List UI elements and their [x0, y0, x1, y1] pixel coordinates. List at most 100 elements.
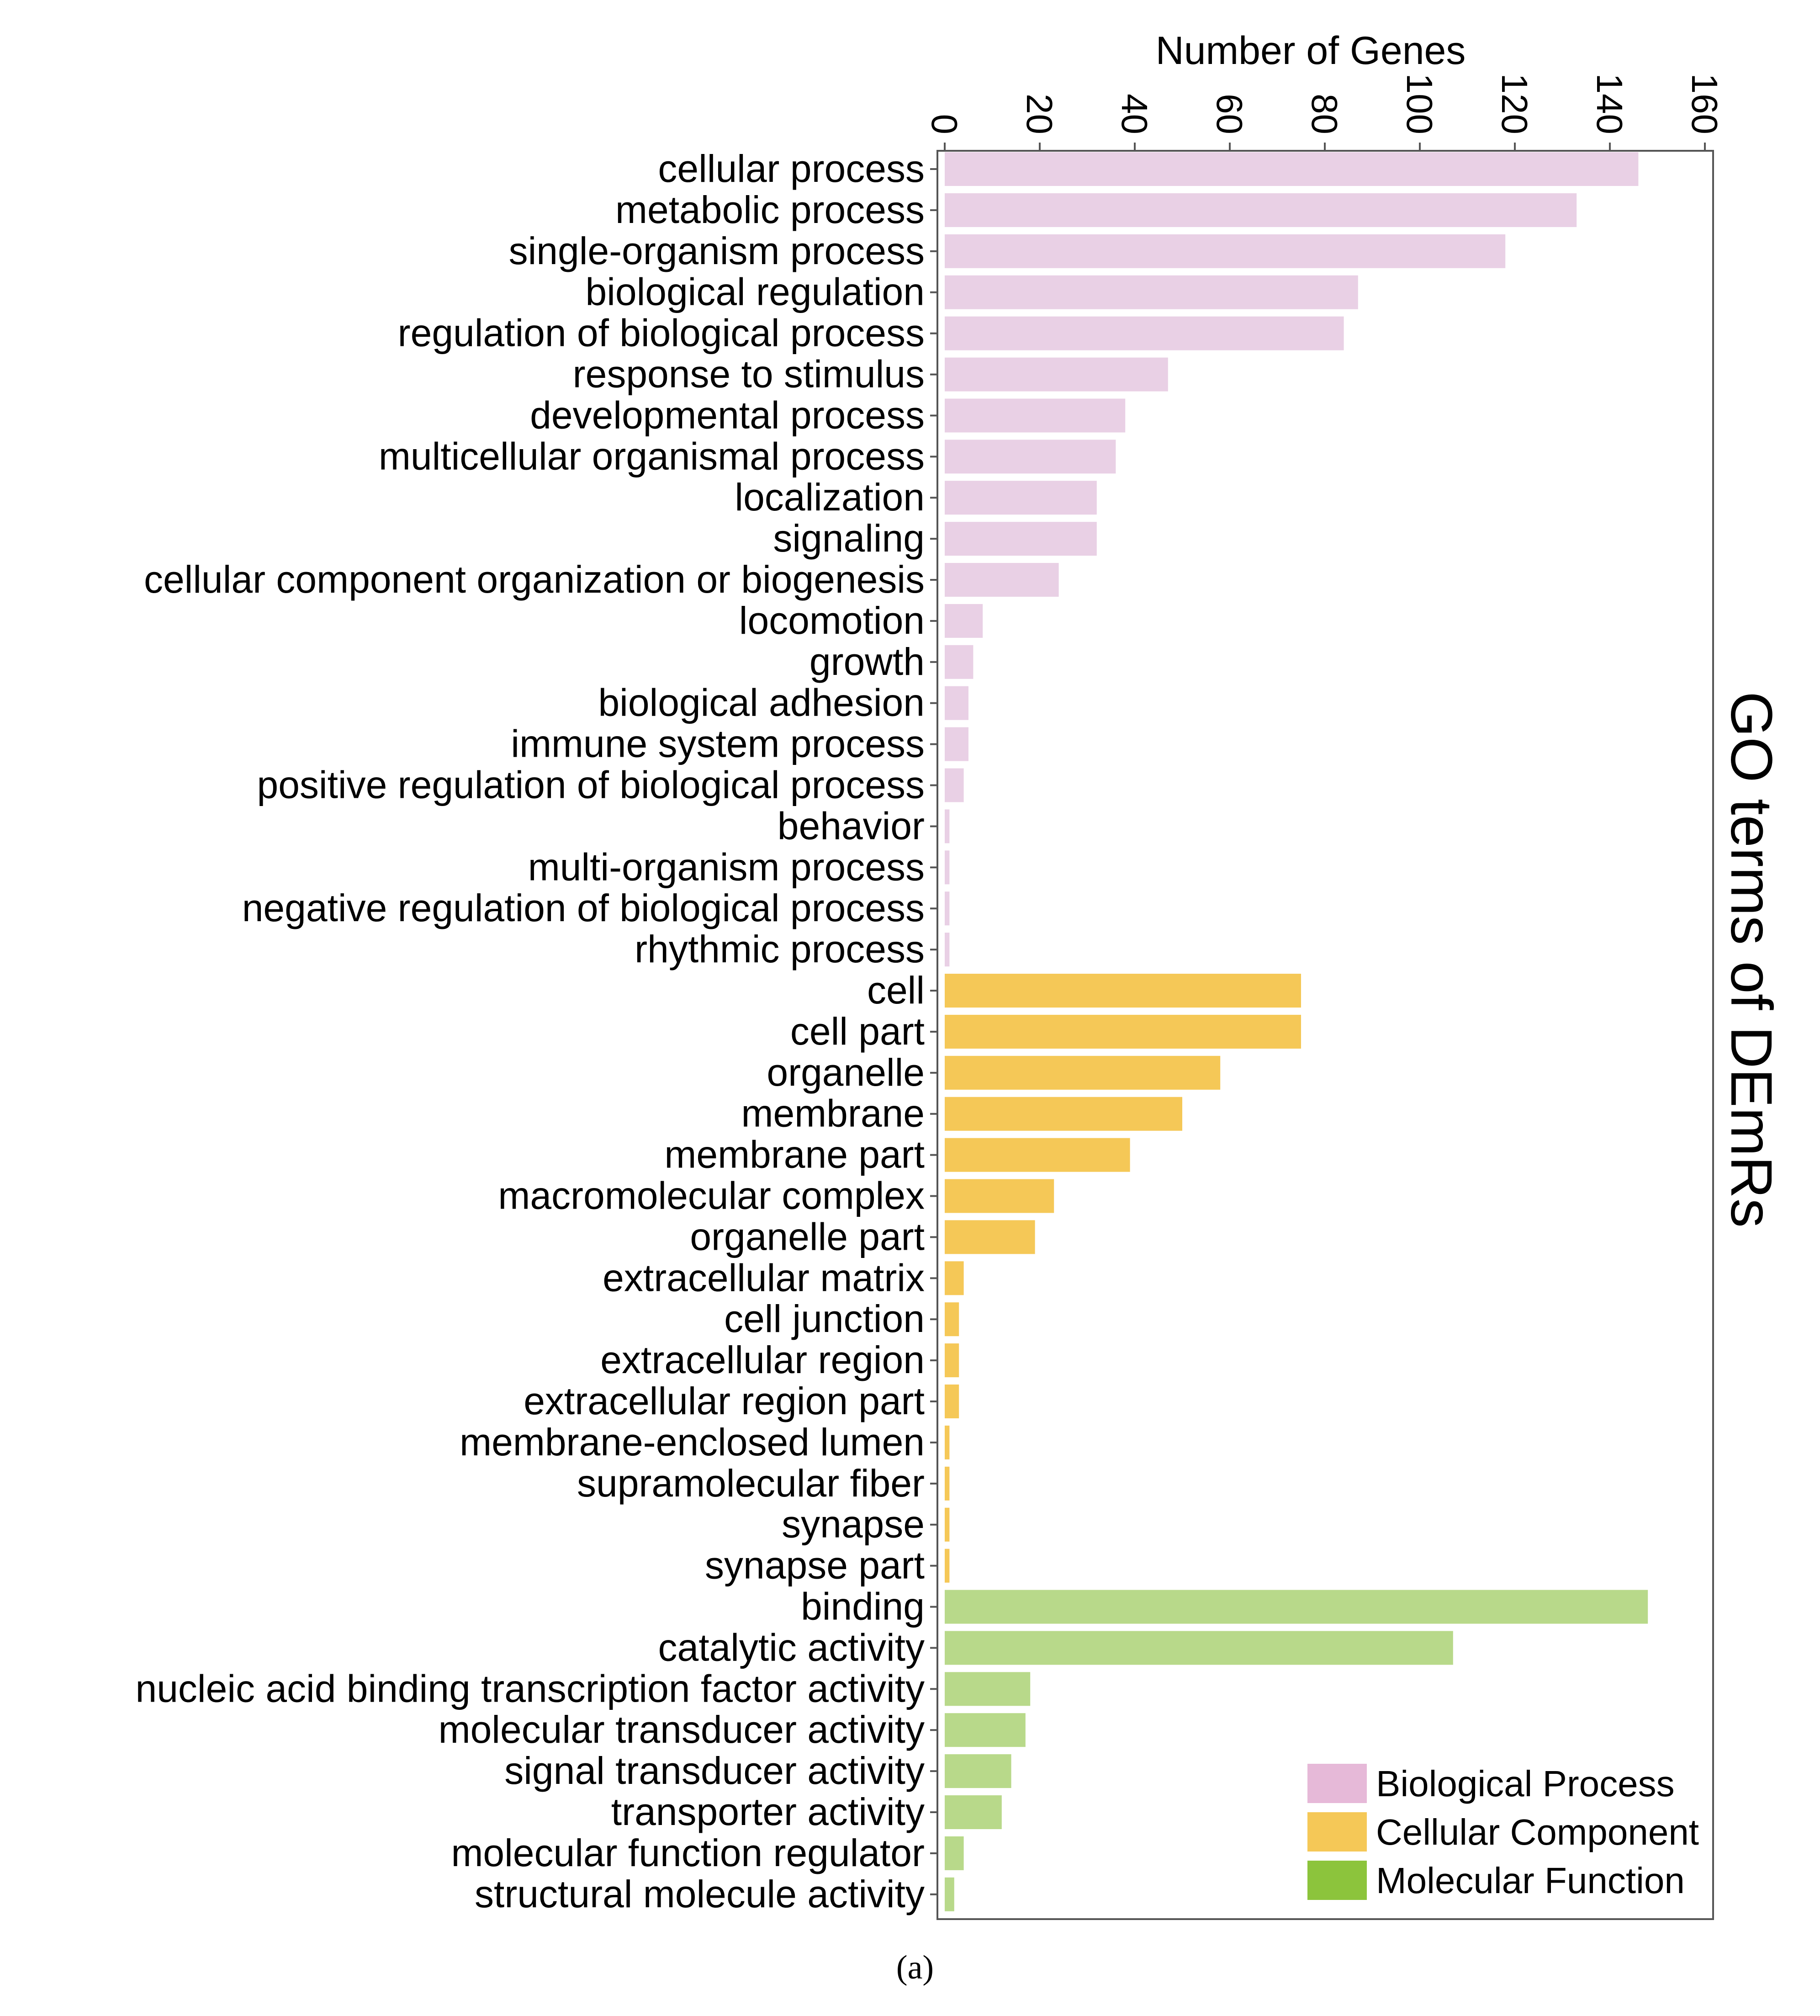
bar — [945, 1795, 1002, 1829]
x-tick-label: 40 — [1114, 94, 1155, 134]
category-label: cell — [867, 969, 925, 1012]
bar — [945, 522, 1097, 556]
bar — [945, 440, 1116, 474]
category-label: membrane — [741, 1092, 925, 1135]
bar — [945, 1549, 950, 1583]
category-label: cell junction — [724, 1297, 925, 1340]
legend-swatch — [1307, 1861, 1367, 1900]
bar — [945, 1631, 1453, 1665]
bar — [945, 933, 950, 967]
bar — [945, 1425, 950, 1459]
bar — [945, 1672, 1031, 1706]
bar — [945, 1220, 1035, 1254]
bar — [945, 1014, 1301, 1049]
figure-caption: (a) — [896, 1949, 934, 1986]
bar — [945, 1343, 959, 1378]
x-tick-label: 80 — [1304, 94, 1345, 134]
side-title: GO terms of DEmRs — [1719, 691, 1784, 1227]
bar — [945, 1138, 1130, 1172]
category-label: cellular component organization or bioge… — [144, 558, 925, 601]
bar — [945, 1836, 964, 1870]
category-label: structural molecule activity — [475, 1873, 925, 1915]
bar — [945, 234, 1506, 268]
category-label: growth — [809, 640, 925, 683]
bar — [945, 1179, 1054, 1213]
bar — [945, 398, 1126, 433]
category-label: localization — [735, 476, 925, 519]
category-label: single-organism process — [509, 229, 925, 272]
category-label: supramolecular fiber — [577, 1462, 925, 1505]
bar — [945, 686, 968, 720]
bar — [945, 1713, 1026, 1747]
category-label: membrane-enclosed lumen — [460, 1421, 925, 1464]
category-label: molecular transducer activity — [439, 1708, 925, 1751]
x-tick-label: 100 — [1399, 74, 1440, 134]
category-label: multi-organism process — [528, 845, 925, 888]
legend-label: Biological Process — [1376, 1763, 1675, 1804]
category-label: nucleic acid binding transcription facto… — [136, 1667, 925, 1710]
category-label: response to stimulus — [573, 353, 925, 396]
bar — [945, 727, 968, 761]
category-label: negative regulation of biological proces… — [242, 886, 925, 929]
bar — [945, 974, 1301, 1008]
bar — [945, 1507, 950, 1542]
bar — [945, 850, 950, 885]
x-tick-label: 20 — [1019, 94, 1060, 134]
legend-label: Molecular Function — [1376, 1860, 1685, 1901]
legend-label: Cellular Component — [1376, 1812, 1699, 1852]
category-label: molecular function regulator — [451, 1831, 925, 1874]
bar — [945, 1056, 1221, 1090]
category-label: catalytic activity — [658, 1626, 925, 1669]
legend: Biological Process Cellular Component Mole… — [1307, 1763, 1699, 1901]
category-label: organelle — [767, 1051, 925, 1094]
category-label: behavior — [778, 804, 925, 847]
legend-swatch — [1307, 1764, 1367, 1803]
category-label: positive regulation of biological proces… — [257, 764, 925, 806]
category-label: regulation of biological process — [398, 312, 925, 355]
category-label: signaling — [773, 517, 925, 560]
category-label: biological regulation — [585, 271, 925, 313]
category-label: transporter activity — [611, 1790, 925, 1833]
bar — [945, 809, 950, 844]
category-label: locomotion — [739, 599, 925, 642]
bar — [945, 193, 1577, 227]
x-tick-label: 140 — [1589, 74, 1630, 134]
category-label: cellular process — [658, 147, 925, 190]
x-axis: 0 20 40 60 80 100 120 140 160 — [924, 74, 1725, 151]
bar — [945, 1590, 1648, 1624]
bar — [945, 1261, 964, 1295]
bar — [945, 1877, 954, 1911]
bar — [945, 1466, 950, 1501]
bar — [945, 481, 1097, 515]
x-tick-label: 120 — [1494, 74, 1535, 134]
category-label: synapse — [782, 1503, 925, 1546]
category-label: extracellular region — [600, 1338, 925, 1381]
legend-swatch — [1307, 1812, 1367, 1852]
bar — [945, 563, 1059, 597]
x-tick-label: 0 — [924, 114, 965, 135]
category-label: cell part — [790, 1010, 925, 1053]
x-tick-label: 160 — [1684, 74, 1725, 134]
bar — [945, 1385, 959, 1418]
category-label: extracellular matrix — [603, 1256, 925, 1299]
bar — [945, 645, 973, 679]
category-label: membrane part — [664, 1133, 925, 1176]
bar — [945, 357, 1168, 392]
bar — [945, 152, 1639, 186]
category-label: developmental process — [530, 393, 925, 436]
bar — [945, 1302, 959, 1337]
bar — [945, 604, 983, 638]
x-tick-label: 60 — [1209, 94, 1250, 134]
category-label: metabolic process — [615, 188, 925, 231]
category-label: extracellular region part — [524, 1379, 925, 1422]
category-label: binding — [801, 1585, 925, 1628]
category-label: macromolecular complex — [498, 1174, 925, 1217]
category-label: organelle part — [690, 1215, 925, 1258]
bars-group — [945, 152, 1648, 1911]
category-label: signal transducer activity — [504, 1749, 925, 1792]
bar — [945, 891, 950, 926]
x-axis-label: Number of Genes — [1156, 29, 1466, 73]
bar — [945, 316, 1344, 350]
